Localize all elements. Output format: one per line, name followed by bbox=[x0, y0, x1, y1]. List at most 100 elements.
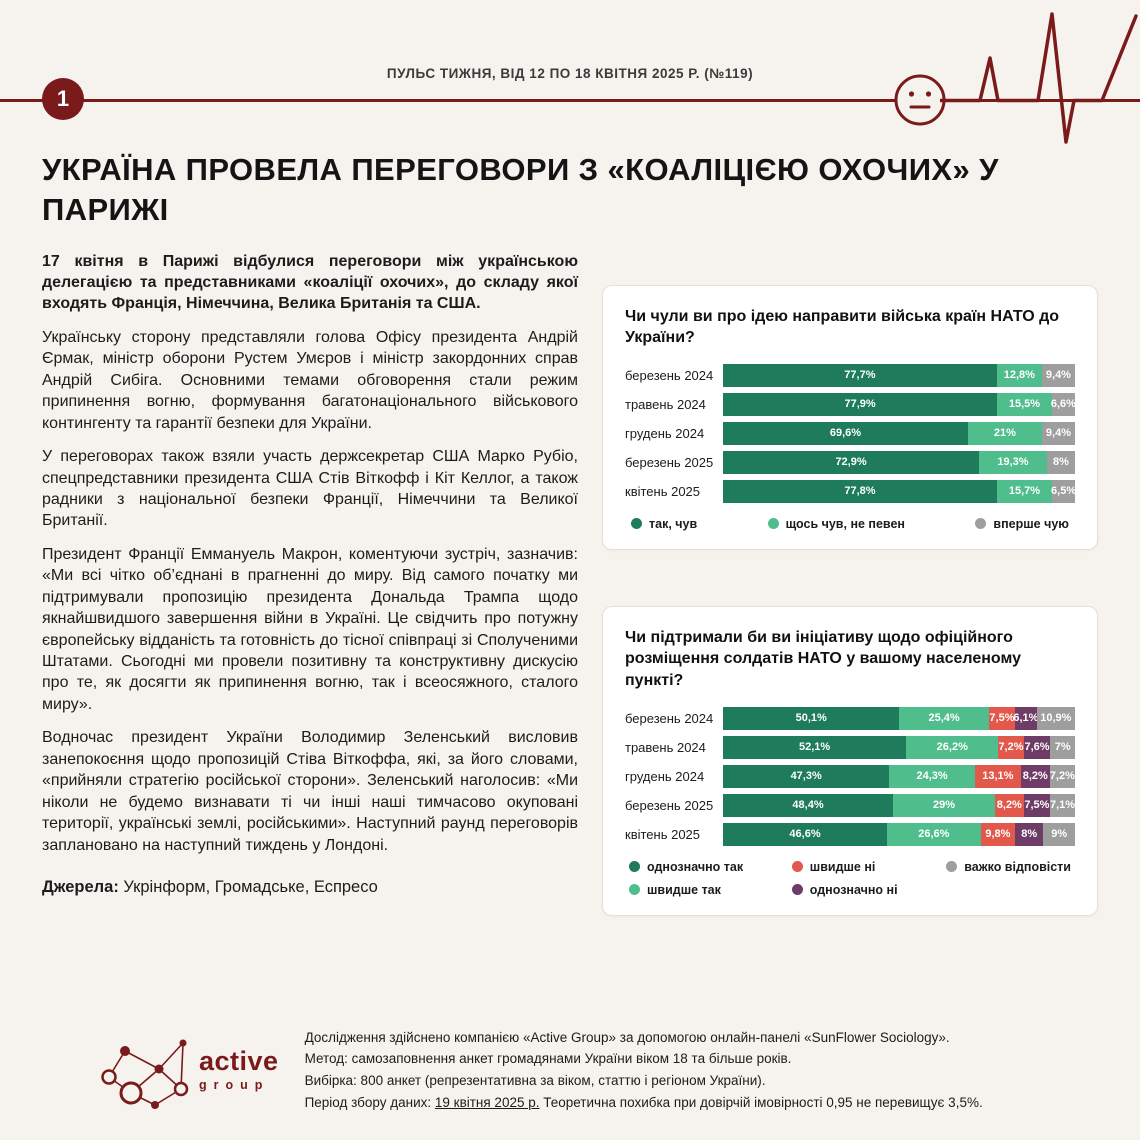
legend-item: однозначно так bbox=[629, 860, 743, 874]
article-title: УКРАЇНА ПРОВЕЛА ПЕРЕГОВОРИ З «КОАЛІЦІЄЮ … bbox=[42, 152, 999, 228]
legend-label: так, чув bbox=[649, 516, 698, 531]
chart-row: грудень 2024 69,6% 21% 9,4% bbox=[625, 421, 1075, 445]
chart-category-label: грудень 2024 bbox=[625, 425, 705, 441]
chart-category-label: березень 2025 bbox=[625, 797, 714, 813]
legend-item: однозначно ні bbox=[791, 882, 898, 897]
chart-row: квітень 2025 46,6% 26,6% 9,8% 8% 9% bbox=[625, 822, 1075, 846]
bar-segment: 7,2% bbox=[998, 735, 1024, 759]
chart-row: березень 2025 72,9% 19,3% 8% bbox=[625, 450, 1075, 474]
methodology-line: Метод: самозаповнення анкет громадянами … bbox=[304, 1051, 792, 1067]
legend-item: важко відповісти bbox=[946, 860, 1071, 874]
bar-segment: 69,6% bbox=[723, 421, 968, 445]
bar-segment: 50,1% bbox=[723, 706, 900, 730]
bar-segment: 6,6% bbox=[1051, 392, 1076, 416]
chart-row: травень 2024 52,1% 26,2% 7,2% 7,6% 7% bbox=[625, 735, 1075, 759]
legend-dot bbox=[946, 861, 958, 873]
page-number-badge: 1 bbox=[42, 78, 84, 120]
stacked-bar: 50,1% 25,4% 7,5% 6,1% 10,9% bbox=[723, 706, 1076, 730]
legend-dot bbox=[629, 884, 640, 896]
stacked-bar-chart: березень 2024 77,7% 12,8% 9,4% травень 2024 7… bbox=[625, 363, 1076, 503]
stacked-bar: 77,8% 15,7% 6,5% bbox=[723, 479, 1076, 503]
bar-segment: 15,5% bbox=[997, 392, 1052, 416]
bar-segment: 9,4% bbox=[1041, 363, 1075, 387]
chart-row: березень 2024 50,1% 25,4% 7,5% 6,1% 10,9% bbox=[625, 706, 1076, 730]
bar-segment: 7,6% bbox=[1023, 735, 1051, 759]
article-paragraph: Українську сторону представляли голова О… bbox=[42, 328, 578, 432]
chart-category-label: квітень 2025 bbox=[625, 826, 701, 842]
stacked-bar-chart: березень 2024 50,1% 25,4% 7,5% 6,1% 10,9% трав… bbox=[625, 706, 1076, 846]
chart-category-label: березень 2025 bbox=[625, 454, 714, 470]
methodology-line: Дослідження здійснено компанією «Active … bbox=[304, 1029, 950, 1045]
bar-segment: 10,9% bbox=[1036, 706, 1076, 730]
bar-segment: 15,7% bbox=[996, 479, 1053, 503]
bar-segment: 8% bbox=[1046, 450, 1075, 474]
bar-segment: 46,6% bbox=[723, 822, 888, 846]
bar-segment: 25,4% bbox=[899, 706, 989, 730]
bar-segment: 9,8% bbox=[980, 822, 1016, 846]
logo-brand-subtext: group bbox=[199, 1078, 270, 1093]
chart-row: квітень 2025 77,8% 15,7% 6,5% bbox=[625, 479, 1076, 503]
stacked-bar: 77,9% 15,5% 6,6% bbox=[723, 392, 1076, 416]
legend-label: швидше ні bbox=[809, 859, 876, 874]
bar-segment: 72,9% bbox=[723, 450, 980, 474]
bar-segment: 24,3% bbox=[889, 764, 975, 788]
chart-legend: так, чув щось чув, не певен вперше чую bbox=[625, 517, 1075, 531]
legend-item: вперше чую bbox=[975, 517, 1069, 531]
legend-label: вперше чую bbox=[993, 516, 1069, 531]
bar-segment: 8,2% bbox=[994, 793, 1024, 817]
legend-dot bbox=[791, 861, 803, 873]
chart-title: Чи чули ви про ідею направити війська кр… bbox=[625, 307, 1060, 347]
chart-category-label: травень 2024 bbox=[625, 396, 706, 412]
stacked-bar: 77,7% 12,8% 9,4% bbox=[723, 363, 1075, 387]
chart-category-label: березень 2024 bbox=[625, 367, 714, 383]
issue-header: ПУЛЬС ТИЖНЯ, ВІД 12 ПО 18 КВІТНЯ 2025 Р.… bbox=[386, 66, 754, 81]
bar-segment: 6,5% bbox=[1051, 479, 1076, 503]
article-lead-paragraph: 17 квітня в Парижі відбулися переговори … bbox=[42, 252, 578, 313]
logo-brand-text: active bbox=[199, 1046, 279, 1077]
stacked-bar: 46,6% 26,6% 9,8% 8% 9% bbox=[723, 822, 1075, 846]
heartbeat-pulse-icon bbox=[940, 12, 1138, 144]
bar-segment: 29% bbox=[893, 793, 995, 817]
bar-segment: 12,8% bbox=[996, 363, 1042, 387]
article-paragraph: Президент Франції Еммануель Макрон, коме… bbox=[42, 545, 578, 713]
bar-segment: 21% bbox=[967, 421, 1042, 445]
legend-label: однозначно ні bbox=[809, 882, 898, 897]
bar-segment: 47,3% bbox=[723, 764, 890, 788]
bar-segment: 6,1% bbox=[1013, 706, 1038, 730]
article-body: 17 квітня в Парижі відбулися переговори … bbox=[42, 251, 578, 916]
legend-item: швидше ні bbox=[791, 859, 898, 874]
bar-segment: 7,1% bbox=[1050, 793, 1075, 817]
chart-row: травень 2024 77,9% 15,5% 6,6% bbox=[625, 392, 1076, 416]
bar-segment: 7,2% bbox=[1049, 764, 1075, 788]
chart-row: березень 2024 77,7% 12,8% 9,4% bbox=[625, 363, 1075, 387]
sources-label: Джерела: bbox=[42, 877, 119, 896]
bar-segment: 9,4% bbox=[1041, 421, 1075, 445]
collection-date: 19 квітня 2025 р. bbox=[434, 1095, 540, 1111]
bar-segment: 9% bbox=[1043, 822, 1075, 846]
main-content: УКРАЇНА ПРОВЕЛА ПЕРЕГОВОРИ З «КОАЛІЦІЄЮ … bbox=[42, 152, 1098, 916]
methodology-line: Період збору даних: 19 квітня 2025 р. Те… bbox=[304, 1095, 983, 1111]
stacked-bar: 69,6% 21% 9,4% bbox=[723, 421, 1075, 445]
legend-dot bbox=[767, 518, 779, 530]
article-paragraphs: Українську сторону представляли голова О… bbox=[42, 327, 578, 856]
bar-segment: 7,5% bbox=[988, 706, 1016, 730]
stacked-bar: 47,3% 24,3% 13,1% 8,2% 7,2% bbox=[723, 764, 1075, 788]
stacked-bar: 52,1% 26,2% 7,2% 7,6% 7% bbox=[723, 735, 1075, 759]
chart-category-label: квітень 2025 bbox=[625, 483, 701, 499]
bar-segment: 8% bbox=[1015, 822, 1044, 846]
bar-segment: 77,8% bbox=[723, 479, 997, 503]
header-divider-line bbox=[0, 99, 1140, 102]
legend-dot bbox=[631, 518, 642, 530]
legend-dot bbox=[791, 884, 803, 896]
bar-segment: 19,3% bbox=[979, 450, 1047, 474]
article-paragraph: У переговорах також взяли участь держсек… bbox=[42, 448, 578, 530]
charts-column: Чи чули ви про ідею направити війська кр… bbox=[602, 284, 1098, 916]
footer: active group Дослідження здійснено компа… bbox=[45, 1027, 1095, 1114]
chart-row: грудень 2024 47,3% 24,3% 13,1% 8,2% 7,2% bbox=[625, 764, 1075, 788]
chart-title: Чи підтримали би ви ініціативу щодо офіц… bbox=[625, 628, 1022, 689]
methodology-line: Вибірка: 800 анкет (репрезентативна за в… bbox=[304, 1073, 766, 1089]
bar-segment: 7,5% bbox=[1023, 793, 1051, 817]
bar-segment: 52,1% bbox=[723, 735, 907, 759]
legend-label: щось чув, не певен bbox=[785, 516, 905, 531]
